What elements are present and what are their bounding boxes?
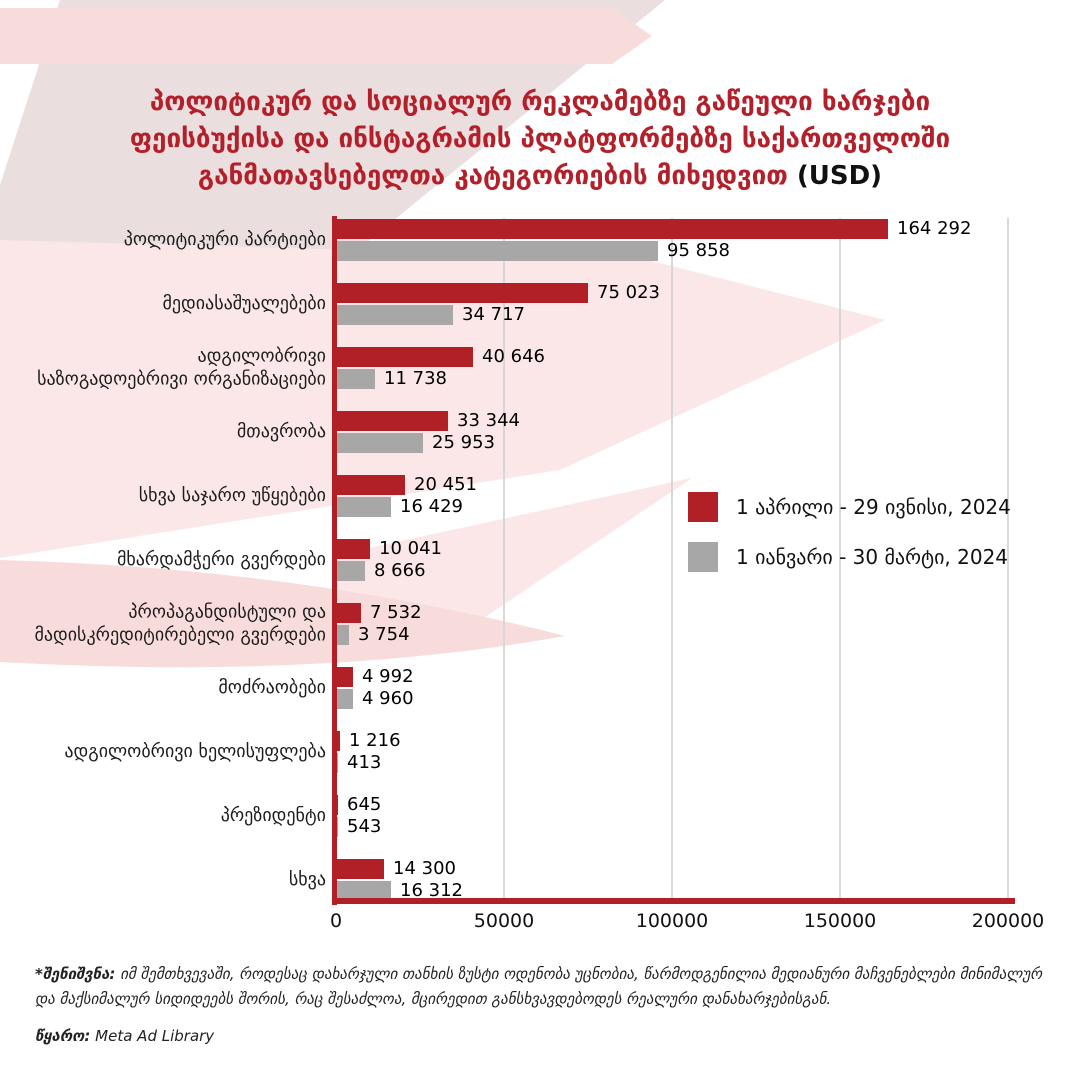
value-label-period1-row4: 33 344 (457, 410, 520, 431)
value-label-period2-row6: 8 666 (374, 560, 426, 581)
gridline-100000 (671, 218, 673, 902)
x-tick-label-100000: 100000 (635, 910, 709, 932)
chart-title-line-1: პოლიტიკურ და სოციალურ რეკლამებზე გაწეული… (149, 87, 931, 117)
value-label-period2-row8: 4 960 (362, 688, 414, 709)
value-label-period2-row3: 11 738 (384, 368, 447, 389)
bar-period1-row8 (336, 667, 353, 687)
category-label-row10: პრეზიდენტი (220, 804, 326, 826)
category-label-row5: სხვა საჯარო უწყებები (138, 484, 326, 506)
value-label-period1-row7: 7 532 (370, 602, 422, 623)
background-ribbon-pink-top (0, 8, 652, 64)
bar-period2-row4 (336, 433, 423, 453)
footnote-text: იმ შემთხვევაში, როდესაც დახარჯული თანხის… (35, 965, 1043, 1008)
bar-period1-row3 (336, 347, 473, 367)
bar-period1-row11 (336, 859, 384, 879)
y-axis-line (332, 216, 337, 905)
x-axis-line (332, 898, 1015, 904)
bar-period2-row11 (336, 881, 391, 901)
source-label: წყარო: (35, 1027, 91, 1045)
bar-period1-row1 (336, 219, 888, 239)
bar-period2-row2 (336, 305, 453, 325)
bar-period1-row9 (336, 731, 340, 751)
bar-period1-row7 (336, 603, 361, 623)
category-label-row9: ადგილობრივი ხელისუფლება (64, 740, 326, 762)
plot-area: 164 292 95 858 75 023 34 717 40 646 11 738 33 … (336, 218, 1009, 902)
legend-label-january-march: 1 იანვარი - 30 მარტი, 2024 (736, 545, 1009, 569)
legend-label-april-june: 1 აპრილი - 29 ივნისი, 2024 (736, 495, 1011, 519)
bar-period1-row5 (336, 475, 405, 495)
x-tick-label-0: 0 (329, 910, 343, 932)
bar-period2-row5 (336, 497, 391, 517)
value-label-period2-row1: 95 858 (667, 240, 730, 261)
value-label-period2-row7: 3 754 (358, 624, 410, 645)
value-label-period1-row2: 75 023 (597, 282, 660, 303)
bar-period1-row10 (336, 795, 338, 815)
footnote-label: *შენიშვნა: (35, 965, 116, 983)
chart-title-line-3: განმათავსებელთა კატეგორიების მიხედვით (U… (197, 160, 883, 191)
value-label-period2-row2: 34 717 (462, 304, 525, 325)
chart-title: პოლიტიკურ და სოციალურ რეკლამებზე გაწეული… (0, 84, 1080, 195)
value-label-period2-row10: 543 (347, 816, 382, 837)
category-label-row11: სხვა (288, 868, 326, 890)
category-label-row8: მოძრაობები (218, 676, 326, 698)
category-label-row1: პოლიტიკური პარტიები (123, 228, 326, 250)
value-label-period2-row4: 25 953 (432, 432, 495, 453)
bar-period2-row10 (336, 817, 338, 837)
bar-period2-row1 (336, 241, 658, 261)
category-label-row2: მედიასაშუალებები (162, 292, 326, 314)
bar-period2-row7 (336, 625, 349, 645)
category-label-row7: პროპაგანდისტული და მადისკრედიტირებელი გვ… (34, 601, 326, 646)
bar-period2-row9 (336, 753, 338, 773)
background-swoosh-pink-bottom (0, 560, 565, 668)
x-tick-label-200000: 200000 (971, 910, 1045, 932)
value-label-period2-row5: 16 429 (400, 496, 463, 517)
legend-swatch-january-march (688, 542, 718, 572)
source-text: Meta Ad Library (90, 1027, 215, 1045)
source-note: წყარო: Meta Ad Library (35, 1027, 214, 1045)
x-tick-label-50000: 50000 (473, 910, 535, 932)
bar-period2-row3 (336, 369, 375, 389)
x-tick-label-150000: 150000 (803, 910, 877, 932)
background-wedge-pink-middle (0, 240, 885, 558)
value-label-period1-row1: 164 292 (897, 218, 972, 239)
value-label-period2-row11: 16 312 (400, 880, 463, 901)
category-label-row4: მთავრობა (236, 420, 326, 442)
value-label-period1-row10: 645 (347, 794, 382, 815)
gridline-50000 (503, 218, 505, 902)
value-label-period1-row8: 4 992 (362, 666, 414, 687)
value-label-period1-row9: 1 216 (349, 730, 401, 751)
category-label-row6: მხარდამჭერი გვერდები (116, 548, 326, 570)
bar-period2-row6 (336, 561, 365, 581)
gridline-150000 (839, 218, 841, 902)
value-label-period1-row3: 40 646 (482, 346, 545, 367)
gridline-200000 (1007, 218, 1009, 902)
chart-title-line-2: ფეისბუქისა და ინსტაგრამის პლატფორმებზე ს… (129, 123, 951, 154)
chart-title-usd: (USD) (796, 160, 883, 191)
value-label-period1-row11: 14 300 (393, 858, 456, 879)
value-label-period1-row6: 10 041 (379, 538, 442, 559)
legend-swatch-april-june (688, 492, 718, 522)
footnote: *შენიშვნა: იმ შემთხვევაში, როდესაც დახარ… (35, 962, 1047, 1012)
category-label-row3: ადგილობრივი საზოგადოებრივი ორგანიზაციები (37, 345, 326, 390)
bar-period2-row8 (336, 689, 353, 709)
bar-period1-row4 (336, 411, 448, 431)
value-label-period1-row5: 20 451 (414, 474, 477, 495)
value-label-period2-row9: 413 (347, 752, 382, 773)
bar-period1-row6 (336, 539, 370, 559)
bar-period1-row2 (336, 283, 588, 303)
